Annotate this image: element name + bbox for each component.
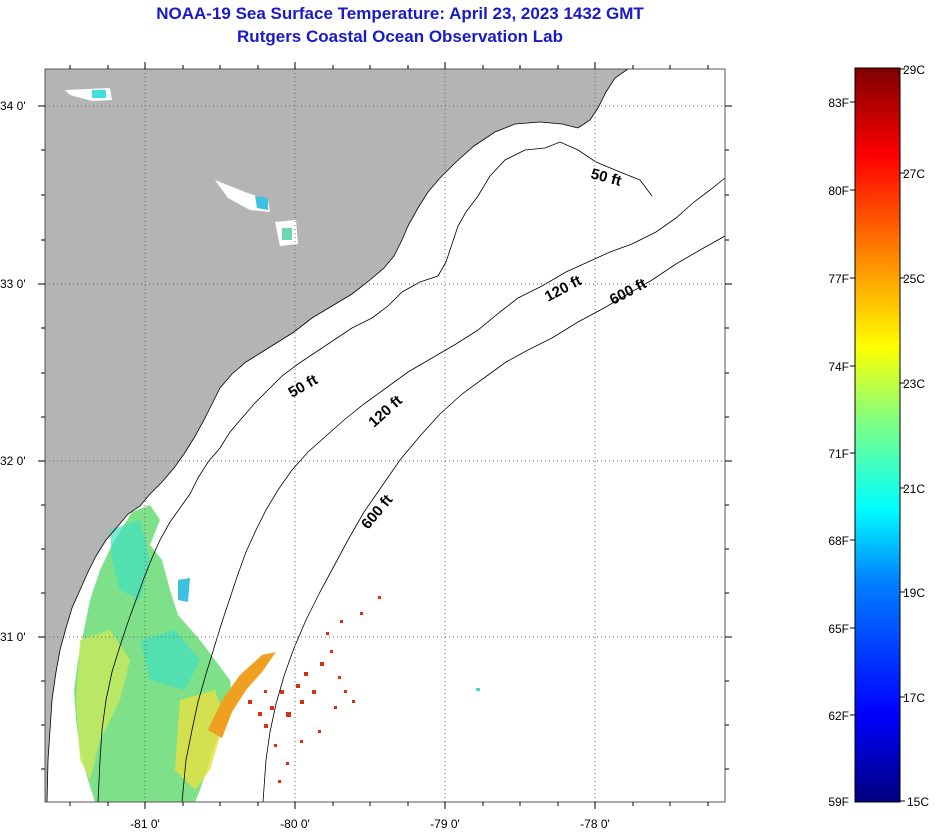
colorbar-label-f: 77F [828, 272, 849, 286]
sst-data-cool-patch [178, 578, 190, 602]
sst-data-cool-patch [140, 630, 200, 690]
coastline [46, 69, 629, 802]
colorbar-label-c: 21C [903, 482, 925, 496]
isobath-50ft [97, 141, 653, 802]
colorbar-label-f: 65F [828, 622, 849, 636]
lat-label: 31 0' [0, 630, 26, 644]
sst-data-cool-patch [282, 228, 292, 240]
colorbar-label-f: 62F [828, 709, 849, 723]
colorbar-label-c: 29C [903, 63, 925, 77]
lon-label: -80 0' [280, 817, 310, 831]
colorbar-label-f: 80F [828, 184, 849, 198]
colorbar-label-c: 27C [903, 167, 925, 181]
colorbar-label-f: 59F [828, 795, 849, 809]
colorbar-label-c: 15C [907, 795, 929, 809]
land-area [45, 69, 628, 802]
sst-data-cool-patch [92, 90, 106, 98]
colorbar-label-c: 17C [903, 691, 925, 705]
colorbar-label-c: 25C [903, 272, 925, 286]
colorbar-label-f: 83F [828, 96, 849, 110]
lon-label: -81 0' [130, 817, 160, 831]
lat-label: 33 0' [0, 277, 26, 291]
lat-label: 32 0' [0, 454, 26, 468]
lon-label: -79 0' [430, 817, 460, 831]
sst-warm-pixels [248, 596, 381, 783]
colorbar-ticks [850, 68, 905, 802]
colorbar-label-c: 19C [903, 586, 925, 600]
sst-pixel [476, 688, 480, 691]
colorbar-label-f: 68F [828, 534, 849, 548]
map-border [44, 68, 726, 803]
lon-label: -78 0' [580, 817, 610, 831]
colorbar-label-c: 23C [903, 377, 925, 391]
sst-gulf-stream-edge [208, 652, 276, 738]
grid [45, 69, 725, 802]
lat-label: 34 0' [0, 99, 26, 113]
map-title: NOAA-19 Sea Surface Temperature: April 2… [156, 4, 644, 23]
sst-data-warm-patch [76, 630, 130, 780]
sound-water [636, 69, 725, 196]
sst-data-cool-patch [255, 196, 268, 210]
map-subtitle: Rutgers Coastal Ocean Observation Lab [237, 27, 563, 46]
sst-data-warm-patch [175, 690, 225, 790]
axis-ticks [38, 62, 732, 809]
colorbar-label-f: 74F [828, 360, 849, 374]
colorbar [854, 67, 901, 803]
inland-lake [215, 180, 270, 212]
isobath-120ft [181, 177, 725, 802]
colorbar-label-f: 71F [828, 447, 849, 461]
isobath-600ft [262, 235, 725, 802]
sst-data-cool-patch [110, 520, 150, 600]
